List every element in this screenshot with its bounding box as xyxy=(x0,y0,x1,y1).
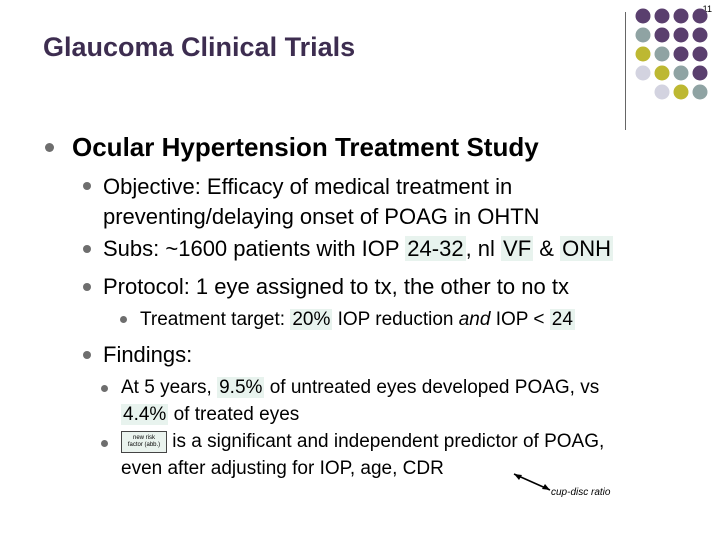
cdr-annotation: cup-disc ratio xyxy=(551,487,611,498)
decorative-dot xyxy=(654,8,670,24)
decorative-dot xyxy=(673,65,689,81)
onh-highlight: ONH xyxy=(560,236,613,261)
target-value-highlight: 24 xyxy=(549,309,575,330)
bullet-icon xyxy=(101,385,108,392)
vf-highlight: VF xyxy=(501,236,534,261)
decorative-dot-grid xyxy=(633,8,720,118)
decorative-dot xyxy=(692,65,708,81)
risk-box-line-1: new risk xyxy=(132,435,155,441)
decorative-dot xyxy=(673,27,689,43)
finding-2-line-1: new risk factor (abb.) is a significant a… xyxy=(121,431,604,453)
divider-line xyxy=(625,12,626,130)
finding-2-line-2: even after adjusting for IOP, age, CDR xyxy=(121,458,444,479)
page-number: 11 xyxy=(702,4,712,14)
bullet-icon xyxy=(101,440,108,447)
decorative-dot xyxy=(673,46,689,62)
decorative-dot xyxy=(692,46,708,62)
decorative-dot xyxy=(673,84,689,100)
section-heading: Ocular Hypertension Treatment Study xyxy=(72,132,539,162)
subjects-line: Subs: ~1600 patients with IOP 24-32, nl … xyxy=(103,236,613,262)
decorative-dot xyxy=(692,8,708,24)
subjects-prefix: Subs: ~1600 patients with IOP xyxy=(103,236,406,261)
findings-label: Findings: xyxy=(103,342,193,367)
untreated-pct-highlight: 9.5% xyxy=(217,377,265,398)
finding-1-line-2: 4.4% of treated eyes xyxy=(121,404,299,426)
risk-box-line-2: factor (abb.) xyxy=(127,442,161,448)
decorative-dot xyxy=(635,46,651,62)
objective-line-2: preventing/delaying onset of POAG in OHT… xyxy=(103,204,540,229)
target-mid: IOP reduction xyxy=(332,309,459,330)
target-line: Treatment target: 20% IOP reduction and … xyxy=(140,309,575,331)
decorative-dot xyxy=(635,27,651,43)
decorative-dot xyxy=(692,27,708,43)
decorative-dot xyxy=(635,65,651,81)
iop-range-highlight: 24-32 xyxy=(405,236,466,261)
objective-line-1: Objective: Efficacy of medical treatment… xyxy=(103,174,513,199)
dot-grid-graphic xyxy=(635,8,708,100)
target-pct-highlight: 20% xyxy=(290,309,333,330)
target-and: and xyxy=(458,309,491,330)
bullet-icon xyxy=(83,351,91,359)
decorative-dot xyxy=(654,27,670,43)
risk-factor-box: new risk factor (abb.) xyxy=(121,431,167,453)
bullet-icon xyxy=(45,143,54,152)
finding-1-line-1: At 5 years, 9.5% of untreated eyes devel… xyxy=(121,377,599,399)
protocol-line: Protocol: 1 eye assigned to tx, the othe… xyxy=(103,274,569,299)
arrow-icon xyxy=(513,473,551,491)
decorative-dot xyxy=(635,8,651,24)
treated-pct-highlight: 4.4% xyxy=(121,404,169,425)
finding-1-suffix: of treated eyes xyxy=(168,404,300,425)
bullet-icon xyxy=(83,245,91,253)
bullet-icon xyxy=(83,283,91,291)
finding-2-text: is a significant and independent predict… xyxy=(167,431,605,453)
finding-1-prefix: At 5 years, xyxy=(121,377,218,398)
target-prefix: Treatment target: xyxy=(140,309,291,330)
bullet-icon xyxy=(83,182,91,190)
slide-title: Glaucoma Clinical Trials xyxy=(43,32,356,62)
decorative-dot xyxy=(654,46,670,62)
subjects-amp: & xyxy=(533,236,561,261)
decorative-dot xyxy=(692,84,708,100)
bullet-icon xyxy=(120,316,127,323)
subjects-mid: , nl xyxy=(465,236,502,261)
decorative-dot xyxy=(654,65,670,81)
decorative-dot xyxy=(654,84,670,100)
finding-1-mid: of untreated eyes developed POAG, vs xyxy=(264,377,600,398)
target-mid2: IOP < xyxy=(490,309,550,330)
decorative-dot xyxy=(673,8,689,24)
